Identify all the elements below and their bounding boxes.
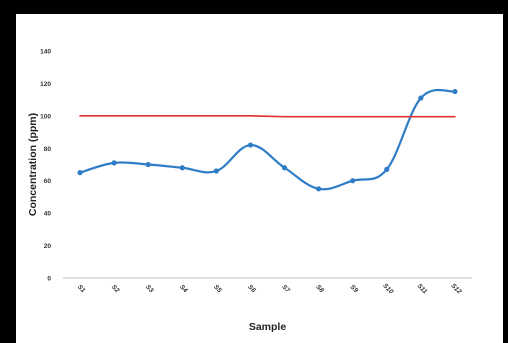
x-tick-label: S7 xyxy=(280,284,291,295)
data-point xyxy=(247,142,254,148)
x-tick-label: S8 xyxy=(314,284,325,295)
data-point xyxy=(77,170,83,176)
data-point xyxy=(111,160,117,166)
y-tick-label: 60 xyxy=(44,178,52,185)
data-point xyxy=(213,168,219,174)
x-tick-label: S3 xyxy=(144,284,155,295)
y-tick-label: 100 xyxy=(40,113,51,120)
x-tick-label: S9 xyxy=(348,284,359,295)
y-tick-label: 40 xyxy=(44,211,52,218)
x-axis-ticks: S1 S2 S3 S4 S5 S6 S7 S8 S9 S10 S11 S12 xyxy=(76,282,463,295)
x-tick-label: S12 xyxy=(449,282,462,295)
y-tick-label: 80 xyxy=(44,146,52,153)
data-point xyxy=(316,186,322,192)
x-tick-label: S11 xyxy=(416,283,429,296)
data-point xyxy=(350,178,356,184)
x-tick-label: S1 xyxy=(76,284,87,295)
data-point xyxy=(281,165,288,171)
y-tick-label: 0 xyxy=(47,276,51,283)
data-point xyxy=(452,88,458,95)
y-axis-ticks: 0 20 40 60 80 100 120 140 xyxy=(40,49,51,283)
series-layer xyxy=(77,88,458,192)
x-tick-label: S4 xyxy=(178,284,189,295)
y-tick-label: 140 xyxy=(40,49,51,56)
x-tick-label: S2 xyxy=(110,284,121,295)
y-tick-label: 120 xyxy=(40,81,51,88)
data-point xyxy=(145,161,151,168)
data-point xyxy=(418,95,424,101)
x-tick-label: S10 xyxy=(381,282,394,295)
reference-series-line xyxy=(79,115,456,118)
x-tick-label: S6 xyxy=(246,284,257,295)
concentration-series-line xyxy=(78,88,457,191)
x-axis-title: Sample xyxy=(249,321,287,333)
y-axis-title: Concentration (ppm) xyxy=(27,113,39,216)
data-point xyxy=(384,166,390,172)
x-tick-label: S5 xyxy=(212,284,223,295)
data-point xyxy=(179,165,185,171)
y-tick-label: 20 xyxy=(44,243,52,250)
